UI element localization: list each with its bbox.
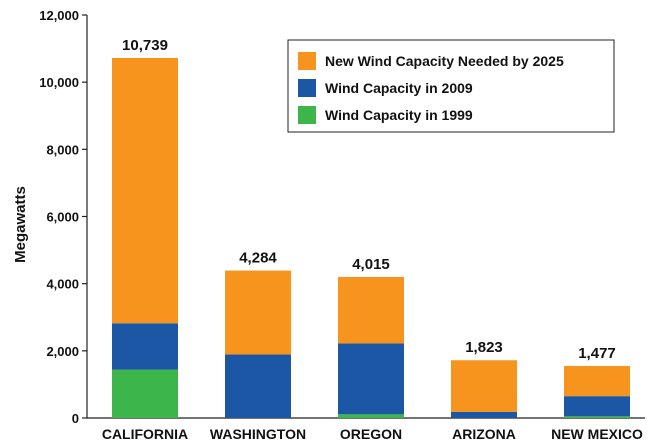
y-tick-label: 4,000 xyxy=(46,277,79,292)
legend-label: Wind Capacity in 2009 xyxy=(325,80,473,96)
y-tick-label: 2,000 xyxy=(46,344,79,359)
legend-label: Wind Capacity in 1999 xyxy=(325,107,473,123)
y-tick-label: 10,000 xyxy=(39,75,79,90)
legend-swatch xyxy=(298,52,316,70)
bar-total-label: 10,739 xyxy=(122,37,168,54)
legend-swatch xyxy=(298,79,316,97)
bar-segment xyxy=(564,365,630,397)
category-label: CALIFORNIA xyxy=(102,426,188,442)
category-label: NEW MEXICO xyxy=(551,426,643,442)
category-label: OREGON xyxy=(340,426,402,442)
y-tick-label: 8,000 xyxy=(46,142,79,157)
category-label: ARIZONA xyxy=(452,426,516,442)
bar-segment xyxy=(338,414,404,418)
legend-box xyxy=(287,39,615,133)
y-axis-title: Megawatts xyxy=(12,186,29,263)
y-tick-label: 12,000 xyxy=(39,8,79,23)
bar-segment xyxy=(225,270,291,355)
bar-total-label: 1,477 xyxy=(578,345,616,362)
bar-segment xyxy=(451,411,517,418)
legend-label: New Wind Capacity Needed by 2025 xyxy=(325,53,564,69)
y-tick-label: 0 xyxy=(72,411,79,426)
bar-segment xyxy=(112,323,178,370)
y-tick-label: 6,000 xyxy=(46,210,79,225)
bar-segment xyxy=(338,276,404,344)
bar-segment xyxy=(225,354,291,418)
legend-swatch xyxy=(298,106,316,124)
bar-segment xyxy=(338,343,404,415)
bar-segment xyxy=(564,396,630,417)
bar-total-label: 4,015 xyxy=(352,256,390,273)
bar-total-label: 1,823 xyxy=(465,339,503,356)
bar-segment xyxy=(564,416,630,418)
bar-segment xyxy=(112,57,178,324)
bar-total-label: 4,284 xyxy=(239,250,277,267)
bar-segment xyxy=(451,360,517,412)
category-label: WASHINGTON xyxy=(210,426,306,442)
bar-segment xyxy=(112,369,178,418)
